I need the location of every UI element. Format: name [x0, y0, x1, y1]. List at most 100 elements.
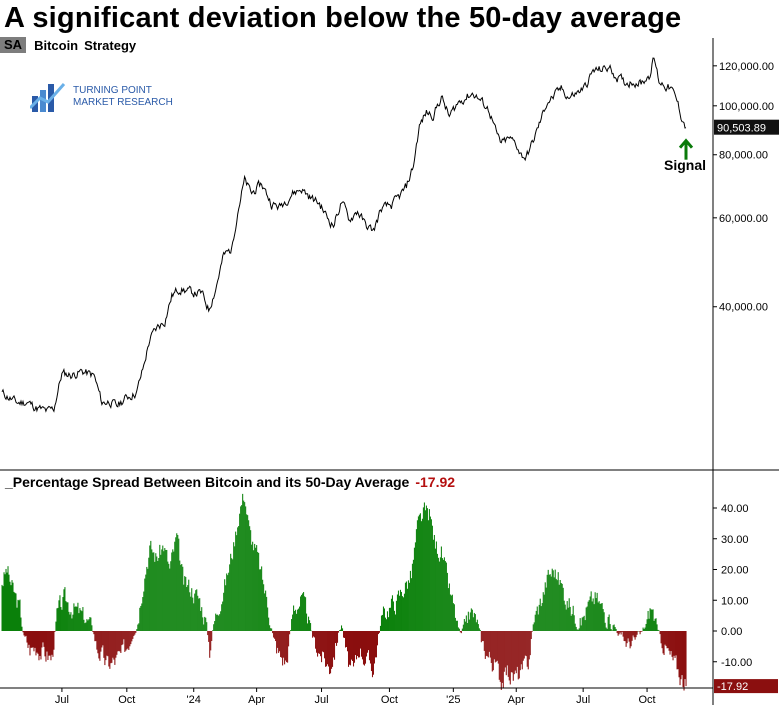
spread-bar: [500, 631, 502, 690]
spread-bar: [37, 631, 39, 654]
spread-bar: [608, 614, 610, 631]
spread-bar: [488, 631, 490, 652]
spread-bar: [587, 601, 589, 631]
spread-bar: [680, 631, 682, 680]
spread-bar: [61, 609, 63, 631]
spread-bar: [577, 629, 579, 631]
spread-bar: [539, 598, 541, 631]
spread-bar: [343, 631, 345, 638]
spread-bar: [416, 520, 418, 631]
spread-bar: [568, 598, 570, 631]
spread-bar: [285, 631, 287, 661]
spread-bar: [665, 631, 667, 646]
spread-bar: [120, 631, 122, 653]
spread-bar: [70, 612, 72, 631]
spread-bar: [64, 587, 66, 631]
spread-bar: [43, 631, 45, 647]
spread-bar: [282, 631, 284, 666]
spread-bar: [421, 518, 423, 631]
spread-bar: [623, 631, 625, 641]
spread-bar: [42, 631, 44, 643]
spread-bar: [541, 603, 543, 631]
spread-bar: [679, 631, 681, 686]
spread-bar: [287, 631, 289, 663]
spread-bar: [504, 631, 506, 668]
spread-bar: [205, 617, 207, 631]
spread-bar: [128, 631, 130, 650]
spread-bar: [29, 631, 31, 656]
spread-bar: [304, 596, 306, 631]
spread-bar: [448, 583, 450, 631]
spread-bar: [616, 631, 618, 634]
spread-bar: [505, 631, 507, 676]
spread-bar: [154, 561, 156, 631]
spread-bar: [476, 619, 478, 631]
spread-bar: [659, 631, 661, 635]
spread-bar: [65, 601, 67, 631]
company-logo: TURNING POINT MARKET RESEARCH: [28, 80, 180, 114]
x-tick-label: Apr: [248, 694, 265, 705]
spread-bar: [595, 598, 597, 631]
spread-bar: [650, 609, 652, 631]
spread-last-value: -17.92: [415, 474, 456, 490]
spread-bar: [493, 631, 495, 660]
spread-bar: [60, 607, 62, 631]
spread-bar: [98, 631, 100, 659]
spread-bar: [386, 611, 388, 631]
x-tick-label: Jul: [55, 694, 69, 705]
spread-bar: [290, 630, 292, 631]
spread-bar: [368, 631, 371, 661]
spread-bar: [85, 622, 87, 631]
spread-bar: [303, 592, 305, 631]
spread-bar: [389, 607, 391, 631]
spread-bar: [660, 631, 662, 644]
price-panel: 90,503.89: [1, 57, 779, 413]
spread-bar: [99, 631, 101, 661]
x-tick-label: Jul: [315, 694, 329, 705]
spread-bar: [585, 607, 587, 631]
spread-bar: [677, 631, 679, 670]
spread-bar: [179, 560, 181, 631]
spread-bar: [339, 630, 341, 631]
spread-bar: [382, 606, 384, 631]
spread-bar: [209, 631, 211, 658]
spread-bar: [467, 611, 469, 631]
signal-arrow-head: [678, 138, 694, 149]
spread-bar: [374, 631, 376, 658]
spread-bar: [84, 623, 86, 631]
spread-bar: [45, 631, 47, 662]
x-tick-label: Jul: [576, 694, 590, 705]
spread-bar: [169, 568, 171, 631]
price-y-tick-label: 100,000.00: [719, 101, 774, 113]
price-last-value-label: 90,503.89: [717, 123, 766, 135]
spread-bar: [591, 601, 593, 631]
spread-bar: [560, 583, 562, 631]
spread-bar: [105, 631, 107, 661]
spread-bar: [106, 631, 108, 656]
spread-bar: [619, 631, 621, 633]
spread-bar: [563, 600, 565, 631]
spread-bar: [66, 602, 68, 631]
spread-bar: [423, 502, 425, 631]
spread-bar: [628, 631, 630, 642]
spread-y-tick-label: 40.00: [721, 503, 749, 515]
spread-bar: [579, 618, 581, 631]
spread-bar: [578, 628, 580, 631]
spread-bar: [229, 564, 231, 631]
spread-bar: [594, 592, 596, 631]
spread-bar: [125, 631, 127, 651]
spread-bar: [633, 631, 635, 638]
spread-bar: [74, 606, 76, 631]
spread-bar: [21, 626, 23, 631]
spread-bar: [632, 631, 634, 636]
spread-bar: [330, 631, 332, 674]
spread-bar: [325, 631, 327, 667]
spread-bar: [224, 579, 226, 631]
spread-bar: [667, 631, 669, 649]
spread-bar: [561, 583, 563, 631]
spread-bar: [221, 604, 223, 631]
spread-bar: [559, 579, 561, 631]
spread-bar: [251, 544, 253, 631]
spread-bar: [129, 631, 131, 647]
spread-bar: [237, 527, 239, 631]
